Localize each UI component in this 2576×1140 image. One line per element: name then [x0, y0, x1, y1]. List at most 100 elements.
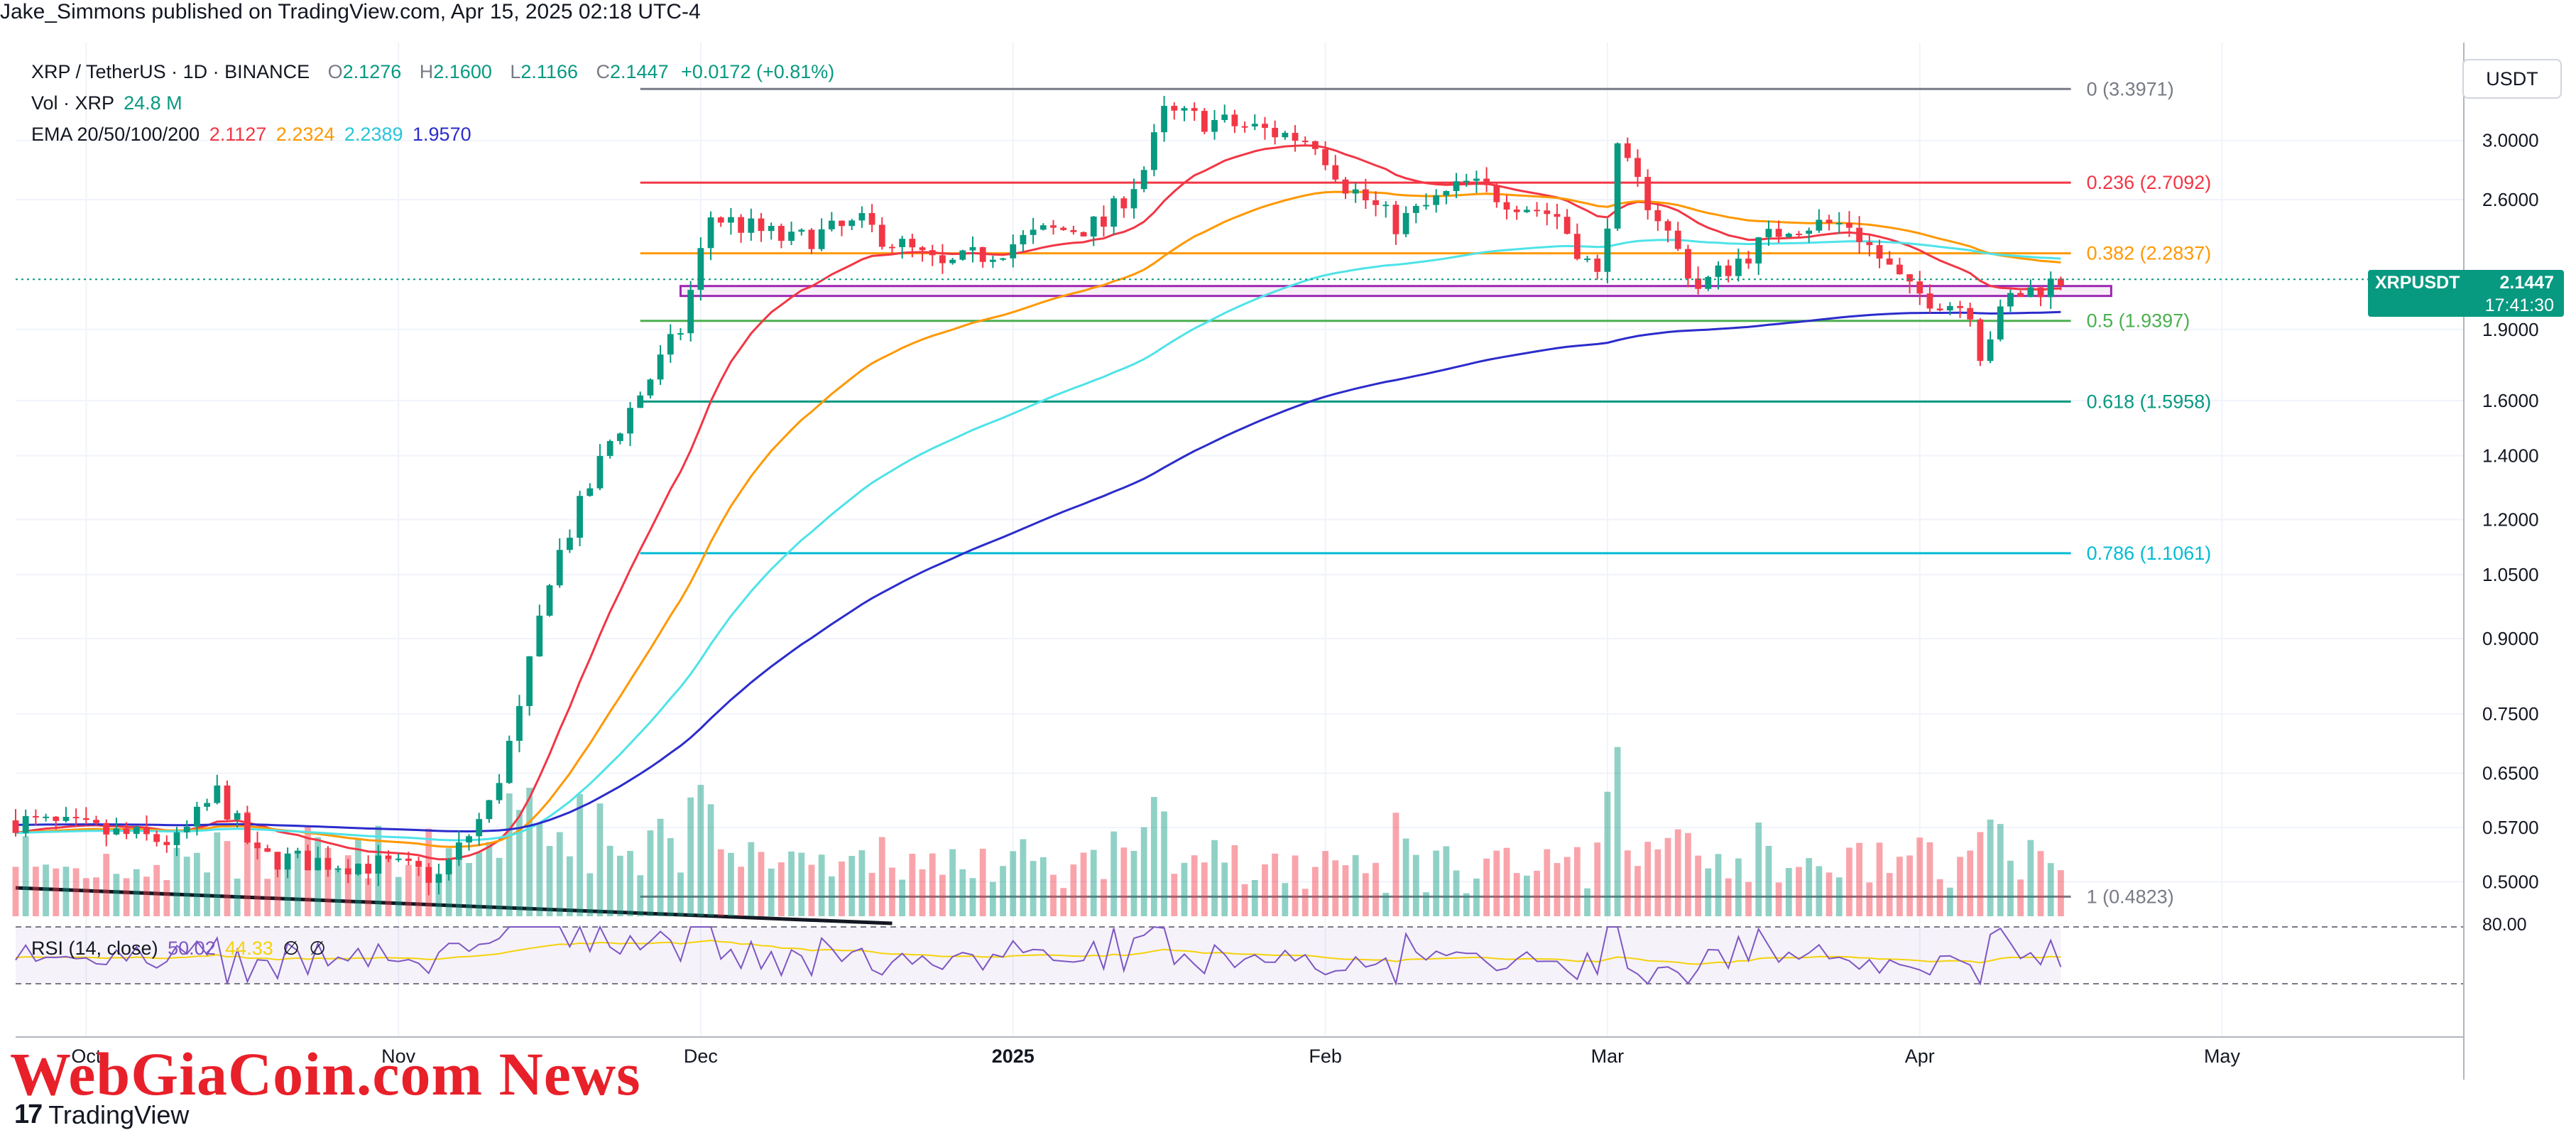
volume-bar — [1916, 837, 1923, 916]
volume-bar — [1796, 867, 1802, 916]
candle-body — [2058, 278, 2064, 286]
volume-bar — [919, 869, 926, 916]
volume-bar — [466, 862, 472, 916]
candle-body — [1251, 124, 1258, 126]
tradingview-logo: 17 TradingView — [14, 1100, 189, 1130]
volume-bar — [1957, 857, 1963, 916]
volume-bar — [858, 850, 866, 916]
volume-bar — [1010, 851, 1017, 916]
volume-bar — [455, 859, 462, 916]
volume-bar — [214, 832, 221, 916]
volume-bar — [405, 864, 412, 916]
volume-bar — [506, 793, 513, 916]
candle-body — [32, 815, 39, 818]
candle-body — [294, 850, 301, 854]
candle-body — [546, 585, 553, 616]
time-tick-label: Apr — [1905, 1046, 1935, 1067]
volume-bar — [748, 842, 755, 916]
volume-bar — [1946, 887, 1953, 916]
volume-bar — [1433, 850, 1440, 916]
candle-body — [1816, 219, 1823, 231]
volume-bar — [53, 868, 60, 916]
volume-bar — [445, 848, 452, 916]
candle-body — [1967, 308, 1974, 320]
grid — [16, 43, 2464, 1037]
currency-button[interactable]: USDT — [2462, 59, 2562, 99]
volume-bar — [929, 853, 936, 916]
last-price-tag: XRPUSDT 2.1447 17:41:30 — [2368, 270, 2564, 317]
candle-body — [1997, 306, 2004, 340]
candle-body — [1523, 210, 1530, 212]
candle-body — [1039, 225, 1047, 230]
volume-bar — [1825, 872, 1833, 916]
symbol-header: XRP / TetherUS · 1D · BINANCE O2.1276 H2… — [31, 61, 834, 83]
candle-body — [2047, 278, 2054, 298]
rsi-upper-label: 80.00 — [2482, 915, 2527, 935]
volume-bar — [1775, 882, 1782, 916]
candle-body — [1946, 305, 1953, 311]
volume-bar — [1282, 883, 1289, 916]
candle-body — [254, 842, 261, 849]
rsi-extra-2: ∅ — [309, 938, 326, 959]
watermark-text: WebGiaCoin.com News — [10, 1040, 641, 1108]
volume-bar — [1201, 862, 1208, 916]
candle-body — [687, 290, 694, 334]
candle-body — [486, 800, 493, 820]
candle-body — [194, 806, 200, 827]
volume-bar — [1563, 857, 1571, 916]
close-value: 2.1447 — [610, 61, 669, 82]
price-tick-label: 1.2000 — [2482, 509, 2539, 530]
volume-bar — [777, 862, 785, 916]
fib-label: 0.786 (1.1061) — [2087, 543, 2212, 564]
ema-50-line — [15, 190, 2061, 848]
candle-body — [1392, 205, 1399, 234]
ema200-value: 1.9570 — [413, 124, 471, 145]
volume-bar — [1332, 860, 1339, 916]
volume-bar — [596, 803, 604, 916]
candle-body — [344, 868, 351, 875]
volume-bar — [697, 784, 704, 916]
volume-bar — [72, 868, 80, 916]
candle-body — [1926, 293, 1933, 309]
volume-bar — [738, 867, 745, 916]
volume-bar — [1856, 842, 1863, 916]
candle-body — [385, 855, 392, 859]
candle-body — [1664, 221, 1671, 231]
volume-bar — [1039, 857, 1047, 916]
price-tick-label: 0.9000 — [2482, 628, 2539, 649]
volume-bar — [496, 857, 503, 916]
volume-bar — [1987, 819, 1994, 916]
candle-body — [1150, 132, 1157, 170]
price-tick-label: 0.5000 — [2482, 871, 2539, 892]
volume-bar — [667, 838, 674, 916]
volume-bar — [577, 793, 583, 916]
volume-bar — [1030, 861, 1037, 916]
volume-bar — [516, 810, 523, 916]
candle-body — [959, 250, 966, 260]
candle-body — [173, 832, 180, 845]
time-tick-label: 2025 — [992, 1046, 1035, 1067]
candle-body — [717, 217, 724, 223]
candle-body — [657, 354, 664, 380]
candle-body — [1825, 219, 1833, 224]
time-tick-label: Oct — [71, 1046, 102, 1067]
open-value: 2.1276 — [342, 61, 402, 82]
candle-body — [163, 842, 170, 845]
high-label: H — [419, 61, 434, 82]
candle-body — [1342, 179, 1349, 194]
candles — [12, 95, 2064, 896]
candle-body — [798, 229, 805, 232]
price-tag-countdown: 17:41:30 — [2484, 295, 2554, 315]
volume-bar — [395, 876, 402, 916]
candle-body — [1654, 210, 1661, 222]
volume-bar — [758, 852, 765, 916]
candle-body — [1000, 258, 1006, 260]
volume-bar — [1755, 823, 1762, 916]
volume-bar — [1241, 884, 1248, 916]
price-tick-label: 1.6000 — [2482, 390, 2539, 411]
volume-bar — [274, 858, 281, 916]
volume-bar — [1292, 855, 1299, 916]
volume-bar — [1101, 879, 1107, 916]
volume-bar — [1513, 873, 1520, 916]
